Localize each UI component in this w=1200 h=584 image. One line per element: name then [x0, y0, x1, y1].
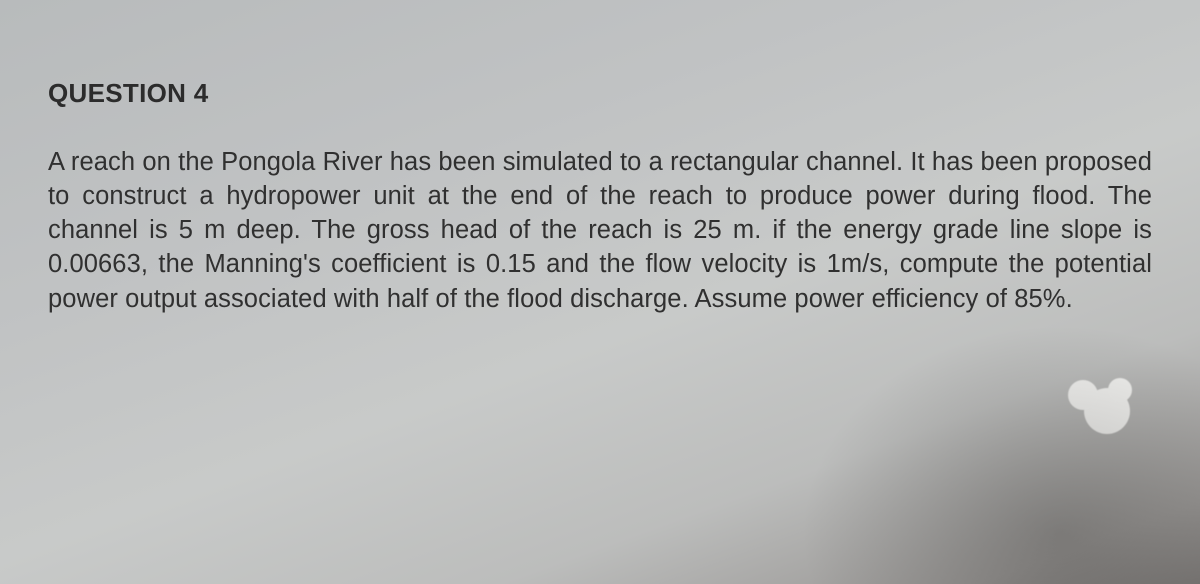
corner-shadow	[800, 324, 1200, 584]
question-body: A reach on the Pongola River has been si…	[48, 145, 1152, 316]
question-label: QUESTION 4	[48, 78, 1152, 109]
document-page: QUESTION 4 A reach on the Pongola River …	[0, 0, 1200, 356]
eraser-smudge-icon	[1066, 380, 1138, 434]
